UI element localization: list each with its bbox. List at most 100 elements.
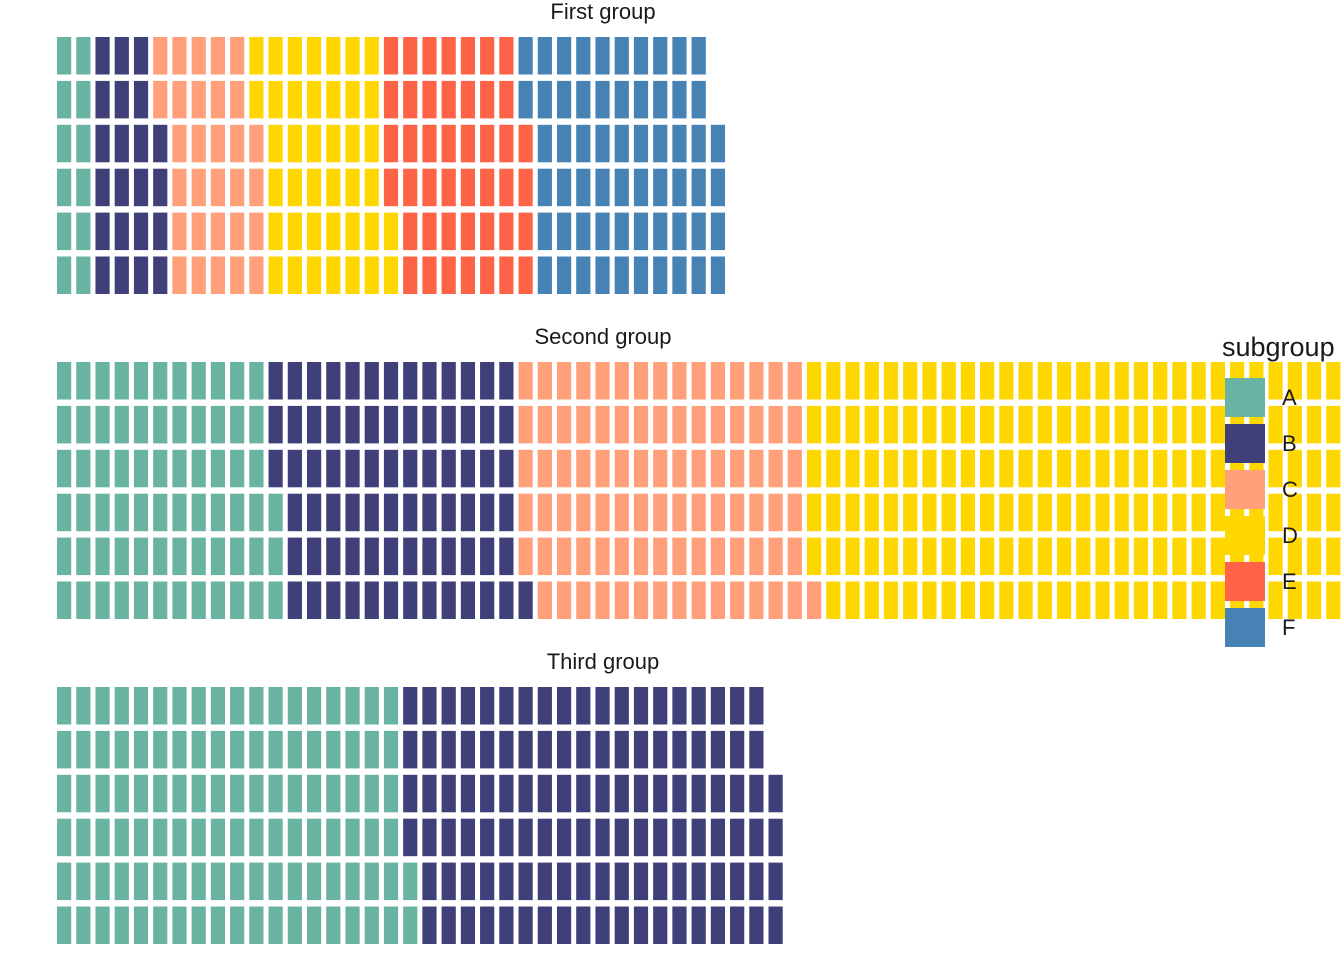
waffle-tile bbox=[576, 730, 591, 769]
waffle-tile bbox=[691, 581, 706, 619]
waffle-tile bbox=[460, 37, 476, 75]
waffle-tile bbox=[633, 80, 649, 119]
waffle-tile bbox=[422, 256, 437, 294]
waffle-tile bbox=[133, 818, 149, 857]
waffle-tile bbox=[1326, 581, 1341, 619]
waffle-tile bbox=[460, 774, 476, 813]
waffle-tile bbox=[1153, 449, 1168, 488]
waffle-tile bbox=[1114, 537, 1129, 576]
waffle-tile bbox=[864, 362, 879, 400]
waffle-tile bbox=[57, 168, 72, 207]
waffle-tile bbox=[95, 493, 110, 532]
waffle-tile bbox=[672, 256, 687, 294]
waffle-tile bbox=[1306, 449, 1322, 488]
waffle-tile bbox=[999, 581, 1014, 619]
waffle-tile bbox=[287, 168, 302, 207]
waffle-tile bbox=[691, 774, 706, 813]
waffle-tile bbox=[191, 906, 206, 944]
waffle-tile bbox=[249, 581, 264, 619]
waffle-tile bbox=[537, 168, 552, 207]
waffle-tile bbox=[710, 906, 726, 944]
waffle-tile bbox=[287, 37, 302, 75]
waffle-tile bbox=[1133, 537, 1149, 576]
waffle-tile bbox=[422, 168, 437, 207]
waffle-tile bbox=[1210, 362, 1225, 400]
waffle-tile bbox=[153, 256, 168, 294]
waffle-tile bbox=[210, 687, 226, 725]
waffle-tile bbox=[537, 405, 552, 444]
waffle-tile bbox=[922, 449, 937, 488]
waffle-tile bbox=[537, 212, 552, 251]
waffle-tile bbox=[422, 730, 437, 769]
waffle-tile bbox=[653, 687, 668, 725]
waffle-tile bbox=[556, 124, 572, 163]
waffle-tile bbox=[1037, 581, 1052, 619]
waffle-tile bbox=[287, 80, 302, 119]
waffle-tile bbox=[1037, 362, 1052, 400]
waffle-tile bbox=[326, 906, 341, 944]
waffle-tile bbox=[1306, 493, 1322, 532]
waffle-tile bbox=[422, 687, 437, 725]
waffle-tile bbox=[691, 80, 706, 119]
waffle-tile bbox=[710, 405, 726, 444]
waffle-tile bbox=[614, 774, 629, 813]
waffle-tile bbox=[383, 168, 399, 207]
waffle-tile bbox=[1133, 449, 1149, 488]
waffle-tile bbox=[787, 362, 802, 400]
waffle-tile bbox=[95, 362, 110, 400]
waffle-tile bbox=[883, 362, 899, 400]
waffle-tile bbox=[518, 124, 533, 163]
waffle-tile bbox=[960, 405, 976, 444]
waffle-tile bbox=[556, 37, 572, 75]
waffle-tile bbox=[326, 449, 341, 488]
waffle-tile bbox=[383, 493, 399, 532]
waffle-tile bbox=[172, 362, 187, 400]
waffle-tile bbox=[537, 493, 552, 532]
waffle-tile bbox=[210, 212, 226, 251]
waffle-tile bbox=[556, 730, 572, 769]
waffle-tile bbox=[556, 774, 572, 813]
waffle-tile bbox=[441, 493, 456, 532]
waffle-tile bbox=[268, 862, 283, 901]
waffle-tile bbox=[133, 124, 149, 163]
waffle-tile bbox=[306, 212, 322, 251]
waffle-tile bbox=[1018, 405, 1033, 444]
waffle-tile bbox=[268, 405, 283, 444]
waffle-tile bbox=[1018, 362, 1033, 400]
waffle-tile bbox=[114, 537, 129, 576]
waffle-tile bbox=[153, 405, 168, 444]
waffle-tile bbox=[133, 362, 149, 400]
waffle-tile bbox=[210, 774, 226, 813]
waffle-tile bbox=[133, 405, 149, 444]
waffle-tile bbox=[633, 687, 649, 725]
waffle-tile bbox=[980, 493, 995, 532]
waffle-tile bbox=[1306, 537, 1322, 576]
waffle-tile bbox=[345, 537, 360, 576]
waffle-tile bbox=[268, 449, 283, 488]
waffle-tile bbox=[441, 449, 456, 488]
waffle-tile bbox=[653, 212, 668, 251]
waffle-tile bbox=[172, 906, 187, 944]
waffle-tile bbox=[710, 687, 726, 725]
waffle-tile bbox=[114, 818, 129, 857]
waffle-tile bbox=[556, 537, 572, 576]
waffle-tile bbox=[364, 687, 379, 725]
waffle-tile bbox=[518, 581, 533, 619]
legend-title: subgroup bbox=[1222, 332, 1335, 362]
waffle-tile bbox=[556, 362, 572, 400]
waffle-tile bbox=[1133, 493, 1149, 532]
waffle-tile bbox=[441, 862, 456, 901]
waffle-tile bbox=[1056, 537, 1072, 576]
waffle-tile bbox=[326, 362, 341, 400]
waffle-tile bbox=[595, 405, 610, 444]
waffle-tile bbox=[1095, 581, 1110, 619]
waffle-tile bbox=[403, 687, 418, 725]
waffle-tile bbox=[653, 581, 668, 619]
waffle-tile bbox=[441, 168, 456, 207]
waffle-tile bbox=[518, 362, 533, 400]
waffle-tile bbox=[133, 730, 149, 769]
waffle-tile bbox=[133, 449, 149, 488]
waffle-tile bbox=[768, 774, 783, 813]
waffle-tile bbox=[249, 449, 264, 488]
waffle-tile bbox=[1018, 449, 1033, 488]
